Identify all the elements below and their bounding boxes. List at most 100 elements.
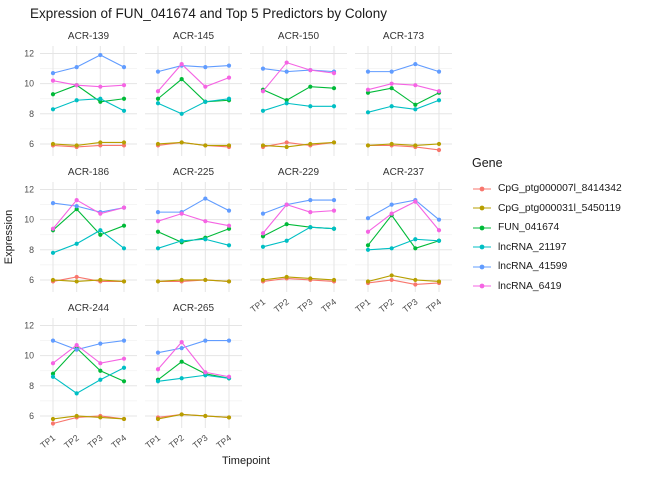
series-lncRNA_21197: [365, 98, 442, 115]
data-point: [121, 205, 127, 210]
data-point: [121, 379, 127, 384]
series-line: [52, 279, 125, 283]
data-point: [226, 338, 232, 343]
data-point: [389, 246, 394, 251]
series-line: [52, 144, 124, 148]
data-point: [365, 143, 371, 148]
data-point: [50, 277, 56, 283]
data-point: [179, 140, 184, 145]
series-lncRNA_6419: [155, 61, 232, 94]
data-point: [98, 52, 103, 58]
data-point: [203, 237, 208, 242]
data-point: [155, 379, 161, 384]
series-lncRNA_41599: [155, 338, 232, 355]
series-line: [262, 68, 335, 73]
series-line: [262, 141, 335, 148]
data-point: [121, 356, 127, 361]
series-CpG_ptg000031l_5450119: [155, 140, 232, 148]
data-point: [365, 243, 371, 248]
data-point: [284, 274, 289, 280]
facet-strip-label: ACR-244: [68, 303, 110, 314]
data-point: [98, 377, 103, 382]
series-line: [157, 341, 230, 378]
facet-ACR-150: ACR-150: [250, 31, 347, 156]
x-tick-label: TP3: [401, 297, 420, 315]
data-point: [284, 69, 289, 74]
data-point: [365, 229, 371, 234]
legend-item-CpG_ptg000031l_5450119: CpG_ptg000031l_5450119: [472, 199, 622, 219]
series-line: [52, 208, 125, 236]
data-point: [121, 83, 127, 88]
series-line: [262, 276, 335, 281]
series-line: [262, 199, 334, 215]
data-point: [155, 279, 161, 284]
x-tick-label: TP4: [214, 433, 233, 451]
legend-item-lncRNA_41599: lncRNA_41599: [472, 257, 622, 277]
facet-strip-label: ACR-237: [383, 167, 425, 178]
data-point: [98, 341, 103, 346]
series-CpG_ptg000031l_5450119: [260, 274, 337, 283]
series-line: [367, 143, 440, 147]
series-FUN_041674: [260, 84, 337, 103]
series-line: [262, 226, 335, 248]
x-tick-label: TP1: [143, 433, 162, 451]
series-line: [158, 197, 230, 213]
facet-ACR-186: ACR-186 6 8 10 12: [24, 167, 137, 292]
series-line: [367, 83, 440, 92]
data-point: [121, 140, 127, 145]
facet-ACR-173: ACR-173: [355, 31, 452, 156]
data-point: [155, 246, 161, 251]
data-point: [389, 277, 394, 283]
series-lncRNA_6419: [260, 202, 337, 236]
data-point: [331, 208, 337, 213]
series-lncRNA_21197: [260, 101, 337, 113]
legend-item-label: CpG_ptg000007l_8414342: [498, 183, 622, 195]
data-point: [74, 279, 79, 284]
series-line: [262, 277, 335, 283]
data-point: [74, 204, 79, 209]
series-line: [52, 141, 124, 147]
y-tick-label: 8: [29, 381, 34, 391]
series-lncRNA_21197: [155, 237, 232, 251]
x-tick-label: TP2: [62, 433, 81, 451]
facet-strip-label: ACR-145: [173, 31, 215, 42]
series-line: [157, 279, 230, 283]
data-point: [50, 141, 56, 147]
legend-item-label: FUN_041674: [498, 222, 560, 234]
series-line: [368, 144, 440, 151]
x-tick-label: TP2: [377, 297, 396, 315]
x-tick-label: TP2: [272, 297, 291, 315]
data-point: [179, 340, 184, 345]
data-point: [413, 237, 418, 242]
series-line: [157, 98, 230, 115]
data-point: [155, 416, 161, 422]
data-point: [121, 338, 127, 343]
y-tick-label: 6: [29, 411, 34, 421]
series-line: [367, 199, 440, 221]
data-point: [436, 228, 442, 233]
series-lncRNA_41599: [50, 338, 127, 352]
data-point: [50, 421, 56, 426]
data-point: [179, 376, 184, 381]
data-point: [121, 64, 127, 70]
data-point: [436, 279, 442, 284]
series-lncRNA_41599: [365, 197, 442, 222]
series-CpG_ptg000031l_5450119: [50, 413, 127, 422]
data-point: [203, 143, 208, 148]
data-point: [98, 415, 103, 420]
y-tick-label: 8: [29, 245, 34, 255]
data-point: [331, 86, 337, 91]
x-tick-label: TP4: [424, 297, 443, 315]
data-point: [413, 61, 418, 67]
data-point: [203, 84, 208, 89]
data-point: [155, 367, 161, 372]
data-point: [331, 140, 337, 145]
data-point: [98, 232, 103, 237]
facet-strip-label: ACR-139: [68, 31, 110, 42]
series-line: [262, 203, 335, 234]
series-lncRNA_6419: [50, 78, 127, 89]
data-point: [50, 374, 56, 379]
data-point: [203, 373, 208, 378]
facet-ACR-145: ACR-145: [145, 31, 242, 156]
data-point: [74, 64, 79, 70]
